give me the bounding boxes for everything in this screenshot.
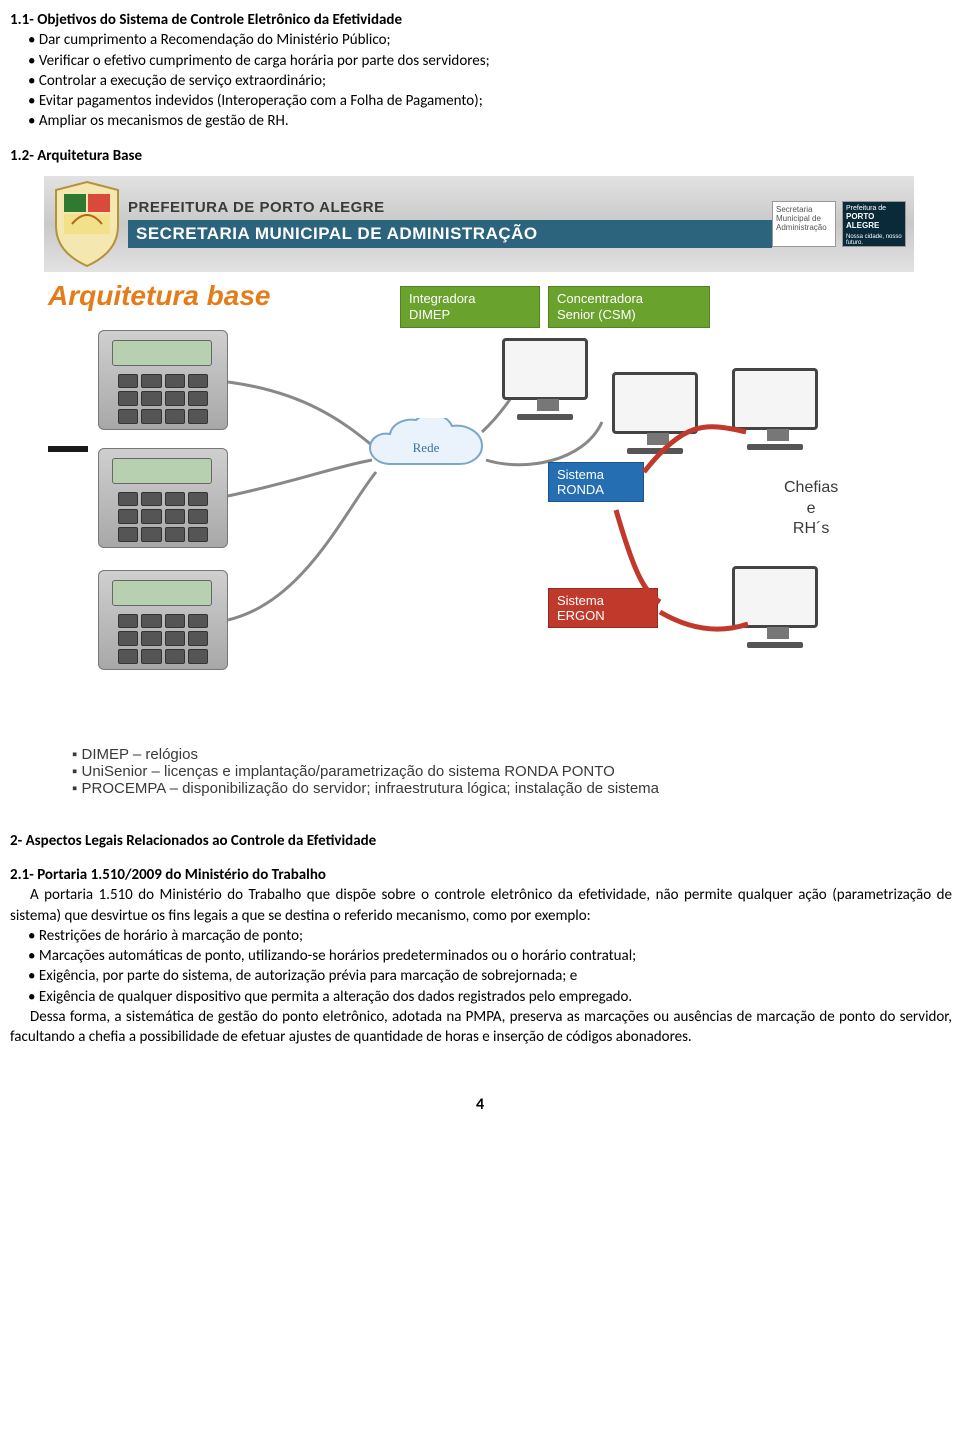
badge-line: PORTO ALEGRE [846, 212, 902, 230]
cloud-label: Rede [366, 440, 486, 456]
concentradora-label: Concentradora Senior (CSM) [548, 286, 710, 329]
section-2-1-list: Restrições de horário à marcação de pont… [28, 926, 952, 1007]
list-item: Dar cumprimento a Recomendação do Minist… [28, 30, 952, 50]
list-item: Exigência de qualquer dispositivo que pe… [28, 987, 952, 1007]
sistema-ronda-label: Sistema RONDA [548, 462, 644, 502]
dash-icon [48, 446, 88, 452]
section-2-title: 2- Aspectos Legais Relacionados ao Contr… [10, 831, 952, 851]
label-line: Chefias [784, 478, 838, 499]
sistema-ergon-label: Sistema ERGON [548, 588, 658, 628]
badge-line: Prefeitura de [846, 205, 902, 212]
page-number: 4 [0, 1095, 960, 1114]
badge-secretaria: Secretaria Municipal de Administração [772, 201, 836, 247]
list-item: Exigência, por parte do sistema, de auto… [28, 966, 952, 986]
list-item: Controlar a execução de serviço extraord… [28, 71, 952, 91]
figure-bullets: DIMEP – relógios UniSenior – licenças e … [44, 742, 914, 807]
time-clock-terminal [98, 448, 228, 548]
section-2-1-title: 2.1- Portaria 1.510/2009 do Ministério d… [10, 865, 952, 885]
list-item: Marcações automáticas de ponto, utilizan… [28, 946, 952, 966]
label-line: Senior (CSM) [557, 307, 701, 323]
label-line: RH´s [784, 519, 838, 540]
label-line: Sistema [557, 467, 635, 482]
section-1-1-title: 1.1- Objetivos do Sistema de Controle El… [10, 10, 952, 30]
section-1-2-title: 1.2- Arquitetura Base [10, 146, 952, 166]
paragraph: Dessa forma, a sistemática de gestão do … [10, 1007, 952, 1048]
list-item: Evitar pagamentos indevidos (Interoperaç… [28, 91, 952, 111]
figure-header-line1: PREFEITURA DE PORTO ALEGRE [128, 199, 772, 216]
time-clock-terminal [98, 330, 228, 430]
list-item: Restrições de horário à marcação de pont… [28, 926, 952, 946]
architecture-figure: PREFEITURA DE PORTO ALEGRE SECRETARIA MU… [44, 176, 914, 807]
integradora-label: Integradora DIMEP [400, 286, 540, 329]
label-line: RONDA [557, 482, 635, 497]
client-pc-icon [720, 566, 830, 648]
client-pc-icon [720, 368, 830, 450]
badge-line: Nossa cidade, nosso futuro. [846, 234, 902, 246]
section-1-1-list: Dar cumprimento a Recomendação do Minist… [28, 30, 952, 131]
label-line: Sistema [557, 593, 649, 608]
figure-header-line2: SECRETARIA MUNICIPAL DE ADMINISTRAÇÃO [128, 220, 772, 248]
chefias-rh-label: Chefias e RH´s [784, 478, 838, 540]
server-pc-icon [600, 372, 710, 454]
label-line: e [784, 499, 838, 520]
network-cloud-icon: Rede [366, 418, 486, 478]
list-item: Ampliar os mecanismos de gestão de RH. [28, 111, 952, 131]
badge-prefeitura: Prefeitura de PORTO ALEGRE Nossa cidade,… [842, 201, 906, 247]
label-line: Integradora [409, 291, 531, 307]
figure-body: Arquitetura base Integradora DIMEP Conce… [44, 272, 914, 742]
figure-header: PREFEITURA DE PORTO ALEGRE SECRETARIA MU… [44, 176, 914, 272]
paragraph: A portaria 1.510 do Ministério do Trabal… [10, 885, 952, 926]
server-pc-icon [490, 338, 600, 420]
time-clock-terminal [98, 570, 228, 670]
figure-header-titles: PREFEITURA DE PORTO ALEGRE SECRETARIA MU… [128, 199, 772, 248]
figure-bullet-item: UniSenior – licenças e implantação/param… [72, 763, 906, 780]
label-line: ERGON [557, 608, 649, 623]
label-line: Concentradora [557, 291, 701, 307]
label-line: DIMEP [409, 307, 531, 323]
city-crest-icon [52, 180, 122, 268]
architecture-title: Arquitetura base [48, 280, 271, 312]
list-item: Verificar o efetivo cumprimento de carga… [28, 51, 952, 71]
figure-bullet-item: PROCEMPA – disponibilização do servidor;… [72, 780, 906, 797]
figure-bullet-item: DIMEP – relógios [72, 746, 906, 763]
